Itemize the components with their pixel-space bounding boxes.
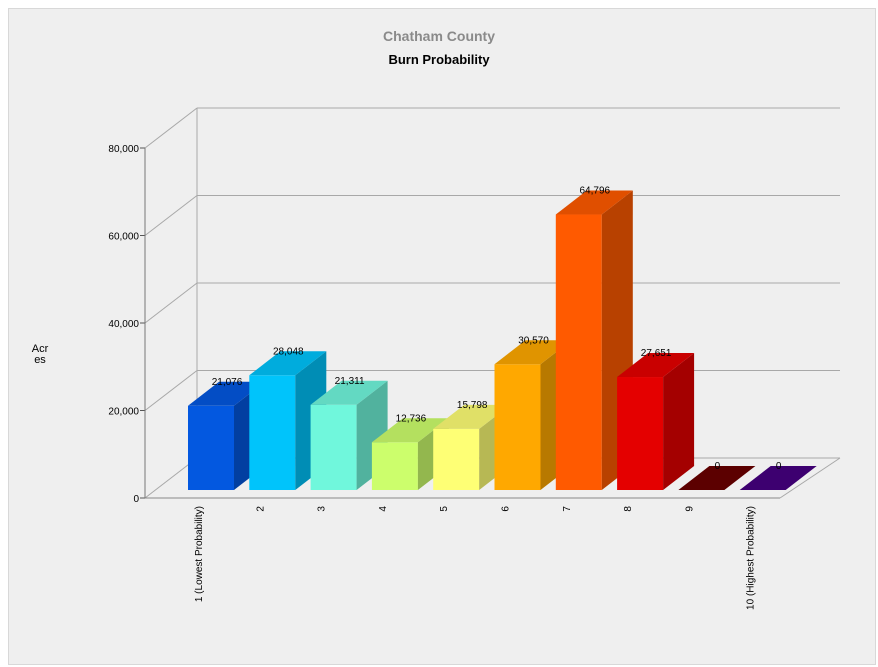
y-tick-label: 60,000 bbox=[108, 232, 139, 243]
chart-title: Chatham County bbox=[383, 28, 495, 44]
bar: 0 bbox=[678, 461, 756, 490]
bar-top bbox=[310, 380, 388, 405]
bar: 21,311 bbox=[310, 376, 388, 490]
chart-frame bbox=[8, 8, 876, 665]
bar-top bbox=[555, 190, 633, 215]
y-tick-label: 80,000 bbox=[108, 144, 139, 155]
x-tick-label: 1 (Lowest Probability) bbox=[194, 506, 205, 602]
bar: 64,796 bbox=[555, 186, 633, 490]
bar-value-label: 12,736 bbox=[396, 413, 427, 424]
bar-value-label: 21,076 bbox=[212, 377, 243, 388]
bar-front bbox=[433, 428, 480, 490]
x-tick-label: 7 bbox=[562, 506, 573, 512]
bar: 12,736 bbox=[371, 413, 449, 490]
bar-top bbox=[188, 381, 265, 406]
bar-value-label: 28,048 bbox=[273, 346, 304, 357]
bar-front bbox=[555, 214, 602, 490]
floor-right-edge bbox=[779, 457, 841, 499]
bar: 27,651 bbox=[617, 348, 695, 490]
x-tick-label: 3 bbox=[317, 506, 328, 512]
bar-front bbox=[249, 375, 296, 490]
y-tick-labels: 0 20,000 40,000 60,000 80,000 bbox=[108, 144, 139, 505]
x-tick-label: 9 bbox=[684, 506, 695, 512]
y-tick-label: 40,000 bbox=[108, 319, 139, 330]
x-tick-label: 4 bbox=[378, 506, 389, 512]
x-tick-labels: 1 (Lowest Probability) 2 3 4 5 6 7 8 9 10 (Highes… bbox=[194, 506, 757, 610]
bar-value-label: 0 bbox=[776, 461, 782, 472]
gridline-side bbox=[144, 282, 198, 324]
bar-front bbox=[188, 405, 234, 490]
bar-top bbox=[617, 353, 695, 378]
bar: 0 bbox=[739, 461, 817, 490]
y-tick-label: 0 bbox=[133, 494, 139, 505]
bar-front bbox=[617, 377, 664, 490]
bar-top bbox=[433, 404, 511, 429]
bar-front bbox=[494, 364, 541, 490]
bar-value-label: 21,311 bbox=[335, 376, 365, 387]
bar-front bbox=[371, 442, 418, 490]
x-tick-label: 6 bbox=[501, 506, 512, 512]
x-tick-label: 10 (Highest Probability) bbox=[746, 506, 757, 610]
bar-top bbox=[249, 351, 327, 376]
bar-front bbox=[310, 404, 357, 490]
bar-side bbox=[663, 353, 695, 490]
bar-top bbox=[494, 340, 572, 365]
x-tick-label: 5 bbox=[439, 506, 450, 512]
bar-top bbox=[371, 418, 449, 443]
gridline-side bbox=[144, 370, 198, 411]
bar-value-label: 0 bbox=[715, 461, 721, 472]
bar-value-label: 64,796 bbox=[580, 186, 611, 197]
gridline-side bbox=[144, 195, 198, 236]
x-tick-label: 2 bbox=[255, 506, 266, 512]
x-tick-label: 8 bbox=[623, 506, 634, 512]
bar-top bbox=[678, 466, 756, 490]
y-tick-label: 20,000 bbox=[108, 407, 139, 418]
bar-value-label: 27,651 bbox=[641, 348, 672, 359]
bar-value-label: 15,798 bbox=[457, 400, 488, 411]
bar-top bbox=[739, 466, 817, 490]
chart-subtitle: Burn Probability bbox=[388, 52, 490, 67]
gridline-side bbox=[144, 107, 198, 149]
bar-series: 21,076 28,048 21,311 12,736 15,798 30,570 64,7… bbox=[188, 186, 817, 490]
bar-value-label: 30,570 bbox=[518, 335, 549, 346]
y-axis-label: Acres bbox=[31, 343, 49, 366]
